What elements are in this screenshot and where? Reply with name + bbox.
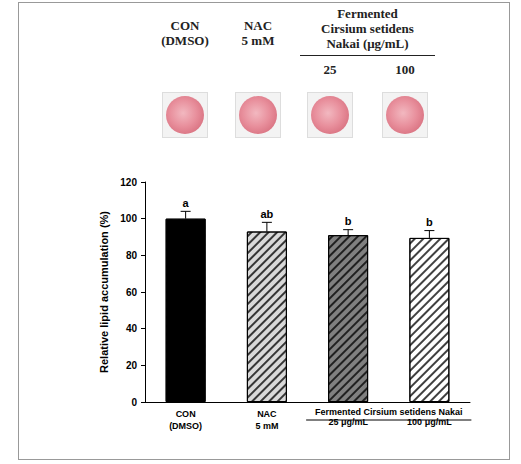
svg-text:60: 60 (126, 287, 138, 298)
svg-text:ab: ab (260, 208, 273, 220)
html-text:25: 25 (323, 62, 337, 77)
svg-text:Fermented Cirsium setidens Nak: Fermented Cirsium setidens Nakai (315, 407, 463, 417)
svg-text:80: 80 (126, 250, 138, 261)
svg-text:20: 20 (126, 360, 138, 371)
html-text:Fermented Cirsium setidens Nak: Fermented Cirsium setidens Nakai (μg/mL) (321, 6, 414, 51)
svg-text:(DMSO): (DMSO) (169, 421, 202, 431)
html-text:CON (DMSO): CON (DMSO) (161, 18, 209, 48)
svg-text:0: 0 (131, 397, 137, 408)
svg-text:5 mM: 5 mM (255, 421, 278, 431)
svg-text:100: 100 (120, 213, 137, 224)
svg-text:Relative lipid accumulation (%: Relative lipid accumulation (%) (98, 211, 110, 373)
svg-text:25 μg/mL: 25 μg/mL (328, 417, 368, 427)
svg-text:120: 120 (120, 177, 137, 188)
svg-text:b: b (426, 216, 433, 228)
svg-text:100 μg/mL: 100 μg/mL (407, 417, 452, 427)
svg-text:CON: CON (176, 409, 196, 419)
html-text:100: 100 (395, 62, 415, 77)
html-text:NAC 5 mM: NAC 5 mM (241, 18, 275, 48)
svg-text:a: a (183, 197, 190, 209)
svg-text:40: 40 (126, 323, 138, 334)
svg-text:b: b (345, 215, 352, 227)
svg-text:NAC: NAC (257, 409, 277, 419)
